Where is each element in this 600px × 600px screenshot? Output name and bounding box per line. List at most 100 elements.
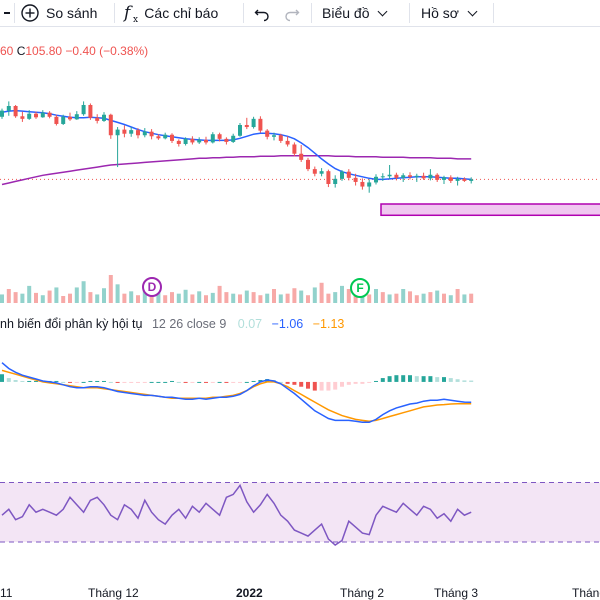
- candle-body: [367, 182, 372, 187]
- moving-average-slow-line: [1, 155, 472, 186]
- candle-body: [428, 174, 433, 179]
- volume-bar: [190, 294, 195, 303]
- macd-histogram-bar: [448, 378, 453, 382]
- macd-histogram-bar: [421, 376, 426, 382]
- volume-bar: [231, 293, 236, 303]
- volume-bar: [244, 290, 249, 303]
- macd-histogram-bar: [217, 381, 222, 383]
- volume-bar: [61, 296, 66, 303]
- toolbar-partial-button[interactable]: [0, 0, 10, 26]
- macd-histogram-bar: [61, 381, 66, 383]
- chart-menu-button[interactable]: Biểu đồ: [322, 0, 388, 26]
- macd-histogram-bar: [360, 381, 365, 384]
- macd-histogram-bar: [380, 378, 385, 382]
- candle-body: [414, 175, 419, 177]
- volume-bar: [68, 293, 72, 303]
- toolbar-separator: [14, 3, 15, 23]
- volume-bar: [197, 291, 202, 303]
- volume-bar: [34, 292, 38, 303]
- candle-body: [231, 135, 236, 142]
- candle-body: [462, 178, 467, 181]
- candle-body: [74, 114, 79, 120]
- volume-bar: [319, 282, 324, 303]
- macd-histogram-bar: [292, 381, 297, 385]
- macd-histogram-bar: [210, 381, 215, 383]
- volume-bar: [129, 291, 134, 303]
- volume-bar: [115, 284, 120, 303]
- volume-bar: [251, 292, 256, 303]
- macd-histogram-bar: [299, 381, 304, 387]
- volume-bar: [47, 290, 52, 303]
- volume-bar: [374, 289, 378, 303]
- redo-button[interactable]: [283, 0, 301, 26]
- candle-body: [380, 176, 385, 178]
- candle-body: [374, 176, 378, 183]
- macd-histogram-bar: [408, 375, 412, 382]
- event-marker-d-label: D: [147, 280, 157, 294]
- compare-button[interactable]: So sánh: [20, 0, 97, 26]
- macd-histogram-bar: [319, 381, 324, 391]
- candle-body: [333, 178, 338, 184]
- macd-histogram-bar: [190, 381, 195, 383]
- candle-body: [421, 175, 426, 179]
- macd-histogram-bar: [122, 381, 127, 383]
- macd-histogram-bar: [170, 380, 174, 382]
- macd-histogram-bar: [442, 377, 446, 382]
- macd-histogram-bar: [428, 376, 433, 382]
- candle-body: [6, 106, 11, 111]
- candle-body: [204, 139, 208, 143]
- macd-histogram-bar: [346, 381, 351, 385]
- toolbar-separator: [409, 3, 410, 23]
- volume-bar: [204, 295, 208, 303]
- candle-body: [326, 171, 331, 184]
- macd-legend[interactable]: nh biến đổi phân kỳ hội tụ 12 26 close 9…: [0, 317, 344, 331]
- ohlc-partial-value: 60: [0, 44, 14, 58]
- macd-histogram-bar: [0, 374, 4, 382]
- macd-histogram-bar: [285, 381, 290, 384]
- undo-button[interactable]: [253, 0, 271, 26]
- candle-body: [20, 116, 25, 119]
- indicators-label: Các chỉ báo: [144, 5, 219, 21]
- candle-body: [217, 134, 222, 139]
- ohlc-change-percent: (−0.38%): [99, 44, 149, 58]
- volume-bar: [401, 289, 406, 303]
- volume-bar: [13, 292, 18, 303]
- candle-body: [81, 104, 86, 115]
- toolbar-separator: [493, 3, 494, 23]
- candle-body: [136, 130, 140, 136]
- macd-histogram-bar: [102, 380, 106, 382]
- candle-body: [292, 144, 297, 154]
- time-axis-label: Tháng 3: [434, 586, 479, 600]
- volume-bar: [442, 293, 446, 303]
- time-axis-label: Tháng: [572, 586, 600, 600]
- candle-body: [27, 113, 32, 119]
- profile-menu-button[interactable]: Hồ sơ: [421, 0, 478, 26]
- candle-body: [285, 140, 290, 145]
- volume-bar: [469, 293, 474, 303]
- candle-body: [319, 171, 324, 174]
- candle-body: [95, 117, 100, 121]
- candle-body: [176, 140, 181, 144]
- candle-body: [394, 174, 399, 178]
- candle-body: [455, 178, 460, 181]
- volume-bar: [0, 294, 4, 303]
- time-axis-label: 2022: [236, 586, 263, 600]
- candle-body: [0, 110, 4, 117]
- event-marker-f[interactable]: F: [350, 278, 370, 298]
- candle-body: [13, 106, 18, 117]
- volume-bar: [326, 293, 331, 303]
- volume-bar: [414, 295, 419, 303]
- volume-bar: [312, 287, 317, 303]
- time-axis-label: Tháng 12: [88, 586, 139, 600]
- macd-histogram-bar: [136, 381, 140, 383]
- macd-histogram-bar: [367, 381, 372, 383]
- event-marker-d[interactable]: D: [142, 277, 162, 297]
- macd-histogram-bar: [115, 381, 120, 383]
- macd-histogram-bar: [88, 380, 93, 382]
- macd-histogram-bar: [183, 381, 188, 383]
- candle-body: [122, 129, 127, 134]
- toolbar-separator: [311, 3, 312, 23]
- macd-histogram-bar: [231, 381, 236, 383]
